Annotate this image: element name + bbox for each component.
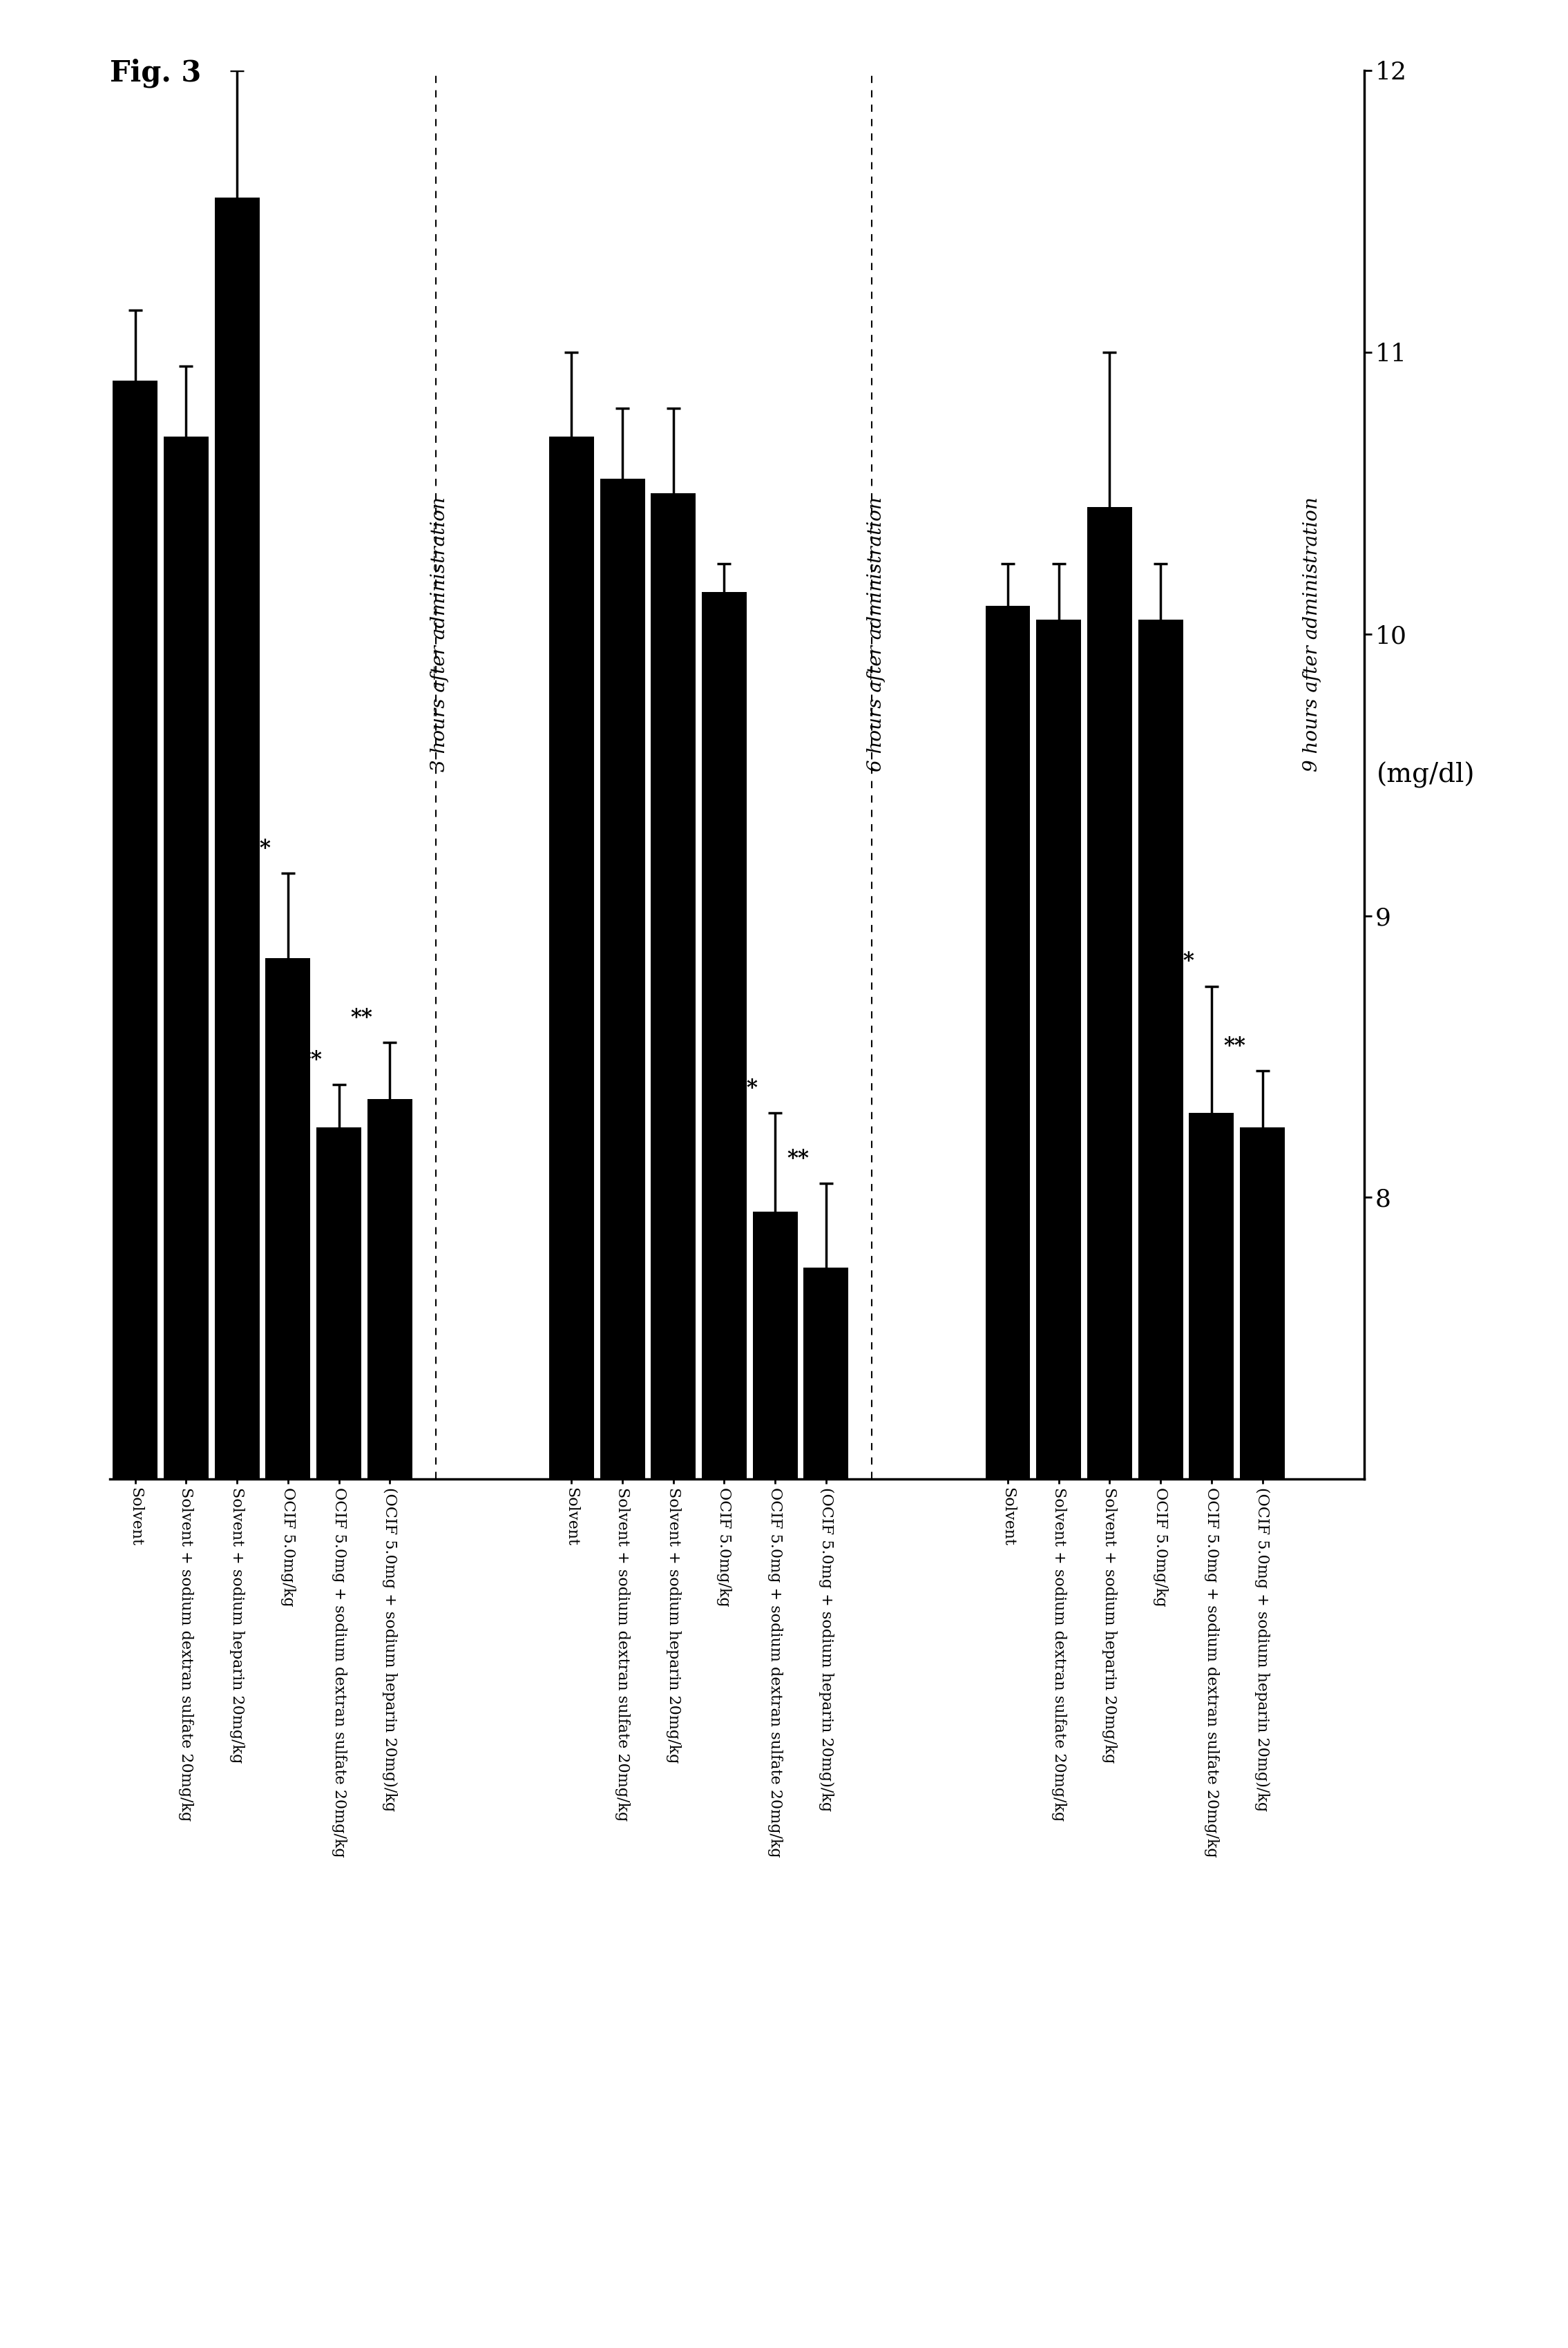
Text: **: ** (1173, 951, 1195, 972)
Bar (317, 1127, 361, 1479)
Bar (1087, 507, 1132, 1479)
Bar (113, 380, 158, 1479)
Y-axis label: (mg/dl): (mg/dl) (1377, 761, 1475, 789)
Text: 3 hours after administration: 3 hours after administration (431, 495, 448, 772)
Text: Fig. 3: Fig. 3 (110, 59, 201, 89)
Bar (1138, 620, 1182, 1479)
Bar (1240, 1127, 1284, 1479)
Text: 6 hours after administration: 6 hours after administration (867, 495, 886, 772)
Bar (163, 437, 209, 1479)
Bar (601, 479, 644, 1479)
Bar (367, 1099, 412, 1479)
Text: **: ** (787, 1148, 809, 1169)
Text: **: ** (1223, 1035, 1245, 1057)
Bar (1036, 620, 1082, 1479)
Text: **: ** (299, 1050, 321, 1071)
Bar (215, 197, 259, 1479)
Text: 9 hours after administration: 9 hours after administration (1303, 495, 1322, 772)
Bar (804, 1268, 848, 1479)
Bar (985, 606, 1030, 1479)
Text: **: ** (351, 1007, 373, 1028)
Bar (265, 958, 310, 1479)
Bar (702, 592, 746, 1479)
Bar (753, 1212, 798, 1479)
Bar (549, 437, 594, 1479)
Bar (1189, 1113, 1234, 1479)
Text: **: ** (249, 838, 271, 859)
Bar (651, 493, 696, 1479)
Text: **: ** (735, 1078, 759, 1099)
